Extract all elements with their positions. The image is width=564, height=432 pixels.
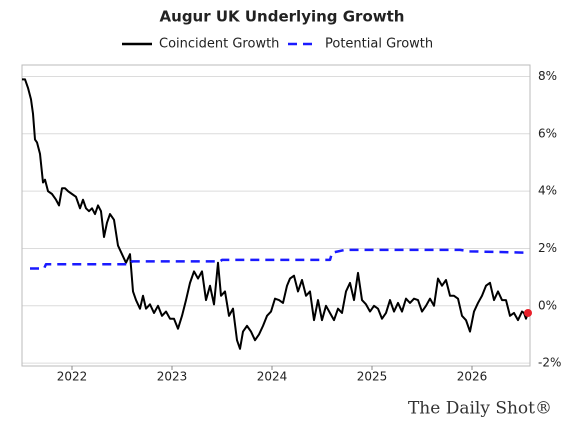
chart-title: Augur UK Underlying Growth (160, 8, 405, 26)
y-tick-label: 6% (538, 126, 557, 140)
line (22, 78, 529, 350)
y-tick-label: 0% (538, 298, 557, 312)
source: The Daily Shot® (408, 399, 552, 419)
y-tick-label: 8% (538, 69, 557, 83)
x-tick-label: 2025 (357, 370, 388, 384)
legend-label: Potential Growth (325, 37, 433, 52)
x-tick-label: 2022 (57, 370, 88, 384)
y-tick-label: 2% (538, 241, 557, 255)
plot-frame (21, 64, 531, 367)
y-tick-label: -2% (538, 356, 561, 370)
x-tick-label: 2026 (457, 370, 488, 384)
x-tick-label: 2024 (257, 370, 288, 384)
y-tick-label: 4% (538, 184, 557, 198)
last-point (524, 308, 532, 317)
legend-label: Coincident Growth (159, 37, 279, 52)
x-tick-label: 2023 (157, 370, 188, 384)
line (30, 248, 529, 270)
